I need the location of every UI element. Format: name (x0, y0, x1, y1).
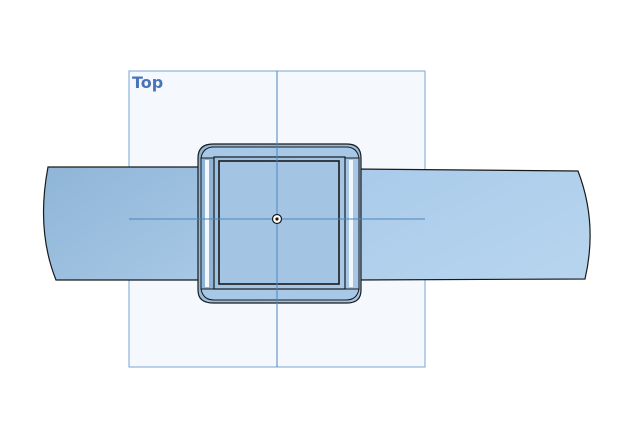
left-lug-highlight (205, 160, 209, 287)
right-strap[interactable] (355, 169, 590, 280)
left-strap[interactable] (44, 167, 201, 280)
right-lug-highlight (349, 160, 353, 287)
case-bottom-bumper (201, 289, 359, 300)
origin-point-icon[interactable] (273, 215, 282, 224)
case-top-bumper (201, 147, 359, 158)
